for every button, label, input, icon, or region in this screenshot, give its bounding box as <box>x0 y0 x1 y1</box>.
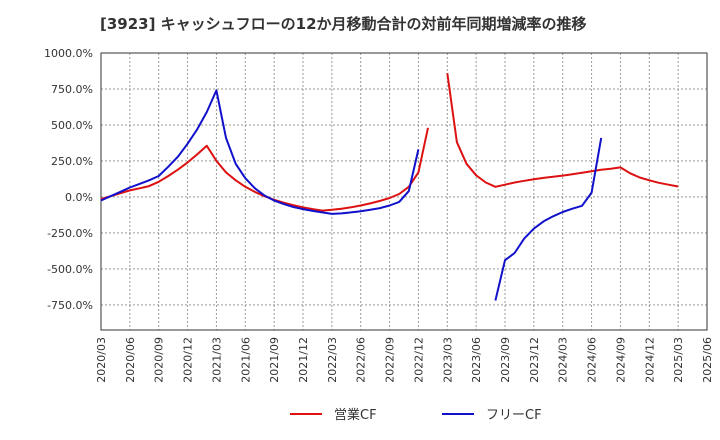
x-tick-label: 2023/09 <box>499 337 512 383</box>
y-tick-label: 500.0% <box>51 119 93 132</box>
x-tick-label: 2025/06 <box>701 337 714 383</box>
x-tick-label: 2024/06 <box>586 337 599 383</box>
x-tick-label: 2021/03 <box>210 337 223 383</box>
x-tick-label: 2024/09 <box>614 337 627 383</box>
grid <box>100 52 708 330</box>
x-tick-label: 2023/03 <box>441 337 454 383</box>
x-tick-label: 2023/06 <box>470 337 483 383</box>
series-lines <box>100 72 679 301</box>
x-tick-label: 2021/09 <box>268 337 281 383</box>
x-tick-label: 2025/03 <box>672 337 685 383</box>
y-tick-label: -750.0% <box>47 299 93 312</box>
legend-label-free-cf: フリーCF <box>486 408 542 423</box>
y-tick-label: -250.0% <box>47 227 93 240</box>
y-tick-label: 0.0% <box>65 191 93 204</box>
chart-title: [3923] キャッシュフローの12か月移動合計の対前年同期増減率の推移 <box>100 15 587 33</box>
legend-label-operating-cf: 営業CF <box>334 407 377 423</box>
x-tick-label: 2023/12 <box>528 337 541 383</box>
series-line-free-cf <box>100 89 420 215</box>
x-tick-label: 2021/06 <box>239 337 252 383</box>
x-tick-label: 2022/12 <box>412 337 425 383</box>
y-tick-label: 1000.0% <box>44 47 93 60</box>
x-tick-label: 2024/12 <box>643 337 656 383</box>
y-tick-label: 750.0% <box>51 83 93 96</box>
x-tick-label: 2022/06 <box>355 337 368 383</box>
x-axis-ticks: 2020/03 2020/06 2020/09 2020/12 2021/03 2021/… <box>95 337 714 383</box>
series-line-operating-cf <box>446 72 679 188</box>
series-line-operating-cf <box>100 127 429 212</box>
x-tick-label: 2021/12 <box>297 337 310 383</box>
legend: 営業CF フリーCF <box>290 407 542 423</box>
y-tick-label: 250.0% <box>51 155 93 168</box>
series-line-free-cf <box>494 137 603 301</box>
x-tick-label: 2020/12 <box>182 337 195 383</box>
x-tick-label: 2020/06 <box>124 337 137 383</box>
x-tick-label: 2022/03 <box>326 337 339 383</box>
y-tick-label: -500.0% <box>47 263 93 276</box>
plot-frame <box>100 52 708 331</box>
x-tick-label: 2024/03 <box>557 337 570 383</box>
x-tick-label: 2020/03 <box>95 337 108 383</box>
x-tick-label: 2020/09 <box>153 337 166 383</box>
y-axis-ticks: 1000.0% 750.0% 500.0% 250.0% 0.0% -250.0% -500… <box>44 47 93 312</box>
x-tick-label: 2022/09 <box>384 337 397 383</box>
